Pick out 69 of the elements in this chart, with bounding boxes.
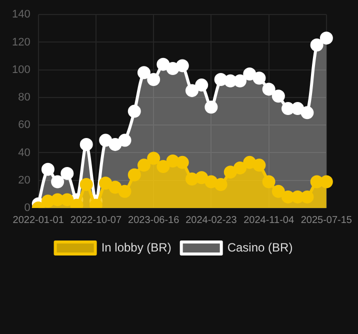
point (204, 100, 218, 114)
point (214, 178, 228, 192)
point (147, 73, 160, 86)
point (320, 175, 333, 188)
y-tick-label: 0 (24, 202, 30, 214)
point (234, 74, 247, 88)
point (262, 175, 276, 188)
point (156, 160, 170, 174)
point (224, 166, 237, 179)
point (262, 82, 276, 96)
point (99, 134, 112, 147)
point (243, 68, 256, 80)
point (166, 62, 180, 75)
point (137, 66, 150, 80)
point (147, 152, 160, 165)
y-tick-label: 40 (18, 146, 30, 159)
x-tick-label: 2025-07-15 (300, 214, 352, 226)
point (166, 154, 180, 168)
point (80, 138, 93, 151)
x-tick-label: 2022-01-01 (12, 214, 64, 226)
point (214, 73, 228, 86)
point (176, 59, 189, 72)
point (272, 90, 285, 103)
point (272, 184, 285, 198)
point (41, 194, 54, 208)
point (118, 184, 132, 198)
point (300, 106, 314, 120)
point (108, 138, 122, 151)
point (60, 193, 74, 206)
x-tick-label: 2024-11-04 (244, 214, 294, 226)
y-tick-label: 80 (18, 92, 30, 104)
point (156, 58, 170, 71)
point (41, 162, 54, 176)
y-tick-label: 60 (18, 119, 30, 132)
point (80, 178, 93, 192)
point (320, 32, 333, 45)
point (185, 172, 198, 186)
point (282, 102, 295, 116)
point (128, 168, 141, 182)
point (176, 156, 189, 169)
point (108, 180, 122, 194)
point (252, 158, 266, 172)
point (60, 166, 74, 180)
y-tick-label: 20 (18, 174, 30, 186)
point (195, 78, 208, 92)
point (128, 104, 141, 118)
y-tick-label: 140 (12, 8, 30, 21)
point (204, 175, 218, 188)
y-tick-label: 100 (12, 64, 30, 76)
point (185, 84, 198, 98)
point (291, 190, 304, 204)
point (51, 175, 64, 188)
point (118, 134, 132, 147)
point (99, 176, 112, 190)
point (195, 171, 208, 184)
point (310, 38, 324, 52)
y-tick-label: 120 (12, 36, 30, 48)
legend-label: In lobby (BR) (101, 240, 172, 254)
point (282, 190, 295, 204)
x-tick-label: 2022-10-07 (70, 214, 122, 226)
legend-label: Casino (BR) (227, 240, 293, 254)
point (252, 72, 266, 85)
point (300, 190, 314, 204)
x-tick-label: 2024-02-23 (186, 214, 238, 226)
point (234, 161, 247, 174)
point (243, 156, 256, 169)
x-tick-label: 2023-06-16 (128, 214, 180, 226)
point (291, 102, 304, 116)
point (137, 158, 150, 172)
